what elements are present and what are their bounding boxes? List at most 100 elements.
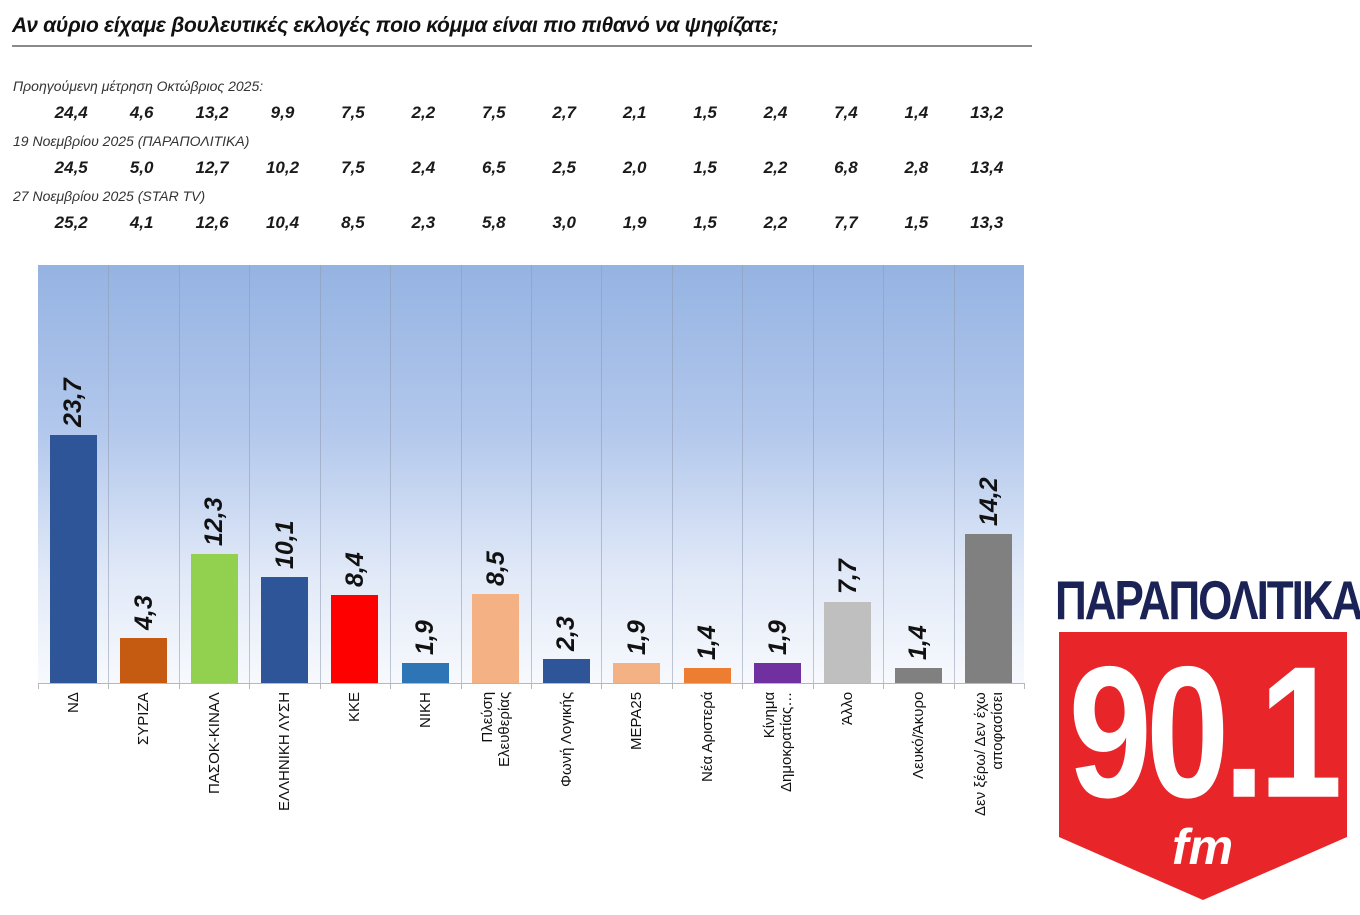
bar <box>754 663 801 683</box>
bar <box>894 668 942 683</box>
measurement-value: 2,2 <box>411 103 436 122</box>
measurement-values-row: 24,5 5,0 12,7 10,2 7,5 2,4 6,5 2,5 2,0 1,5 2,2 6,8 2… <box>0 158 1040 180</box>
measurement-value: 2,4 <box>411 158 436 177</box>
measurement-value: 1,5 <box>693 213 717 232</box>
category-label: Άλλο <box>839 691 857 725</box>
measurement-value: 13,2 <box>970 103 1004 122</box>
measurement-label: 19 Νοεμβρίου 2025 (ΠΑΡΑΠΟΛΙΤΙΚΑ) <box>13 133 250 149</box>
axis-tick <box>460 683 462 689</box>
axis-tick <box>531 683 532 689</box>
category-label: ΣΥΡΙΖΑ <box>135 692 153 745</box>
bar-value-label: 1,9 <box>763 620 792 656</box>
axis-tick <box>812 683 814 689</box>
axis-tick <box>742 683 744 689</box>
measurement-value: 4,1 <box>129 213 154 232</box>
bar-value-label: 7,7 <box>833 559 862 595</box>
logo-brand-text: ΠΑΡΑΠΟΛΙΤΙΚΑ <box>1055 570 1360 632</box>
category-separator <box>531 265 532 683</box>
axis-tick <box>601 683 603 689</box>
measurement-value: 2,3 <box>411 213 436 232</box>
chart-title: Αν αύριο είχαμε βουλευτικές εκλογές ποιο… <box>12 14 779 37</box>
measurement-value: 6,8 <box>834 158 858 177</box>
title-divider <box>12 45 1032 47</box>
axis-tick <box>883 683 885 689</box>
bar <box>120 637 168 683</box>
measurement-value: 12,6 <box>195 213 229 232</box>
category-label: ΜΕΡΑ25 <box>628 691 646 750</box>
category-label: Δεν ξέρω/ Δεν έχω αποφασίσει <box>971 692 1006 816</box>
bar <box>261 577 308 683</box>
bar-value-label: 8,4 <box>340 552 369 588</box>
measurement-value: 2,4 <box>763 103 788 122</box>
bar <box>824 602 872 683</box>
measurement-value: 5,8 <box>481 213 506 232</box>
category-separator <box>108 265 110 683</box>
bar-value-label: 23,7 <box>59 378 88 427</box>
bar <box>683 668 731 683</box>
measurement-label: Προηγούμενη μέτρηση Οκτώβριος 2025: <box>13 78 264 94</box>
axis-tick <box>390 683 392 689</box>
category-separator <box>742 265 744 683</box>
measurement-value: 10,2 <box>265 158 300 177</box>
measurement-value: 7,5 <box>341 158 365 177</box>
bar-value-label: 1,9 <box>411 620 440 656</box>
category-separator <box>812 265 814 683</box>
category-label: Πλεύση Ελευθερίας <box>478 691 513 767</box>
measurement-value: 10,4 <box>265 213 300 232</box>
bar-value-label: 14,2 <box>974 477 1003 527</box>
bar-value-label: 4,3 <box>129 595 158 630</box>
measurement-value: 2,0 <box>622 158 647 177</box>
measurement-value: 3,0 <box>552 213 577 232</box>
measurement-value: 13,2 <box>195 103 229 122</box>
measurement-value: 1,9 <box>622 213 647 232</box>
logo-frequency: 90.1 <box>1068 626 1343 837</box>
logo-shield-shape <box>1059 632 1347 900</box>
measurement-label: 27 Νοεμβρίου 2025 (STAR TV) <box>13 188 206 204</box>
measurement-value: 2,7 <box>552 103 577 122</box>
measurement-value: 2,2 <box>763 158 788 177</box>
measurement-value: 7,7 <box>834 213 858 232</box>
bar-value-label: 8,5 <box>481 551 510 586</box>
axis-tick <box>319 683 321 689</box>
measurement-value: 7,5 <box>481 103 506 122</box>
measurement-value: 2,8 <box>904 158 929 177</box>
measurement-value: 6,5 <box>481 158 506 177</box>
category-separator <box>671 265 673 683</box>
bar <box>965 534 1013 683</box>
category-separator <box>460 265 462 683</box>
category-separator <box>178 265 180 683</box>
measurement-value: 1,4 <box>904 103 929 122</box>
measurement-value: 4,6 <box>129 103 154 122</box>
bar-value-label: 12,3 <box>200 497 229 547</box>
measurement-value: 25,2 <box>54 213 88 232</box>
axis-tick <box>249 683 251 689</box>
measurement-value: 13,4 <box>970 158 1004 177</box>
category-separator <box>319 265 321 683</box>
axis-tick <box>38 683 39 689</box>
measurement-value: 9,9 <box>270 103 295 122</box>
parapolitika-logo: ΠΑΡΑΠΟΛΙΤΙΚΑ 90.1 fm <box>1055 570 1360 900</box>
measurement-value: 13,3 <box>970 213 1004 232</box>
bar-value-label: 10,1 <box>270 520 299 570</box>
measurement-value: 7,5 <box>341 103 365 122</box>
bar-value-label: 1,9 <box>622 620 651 656</box>
bar <box>49 434 97 683</box>
bar <box>401 663 449 683</box>
measurement-value: 1,5 <box>904 213 929 232</box>
measurement-value: 2,1 <box>622 103 647 122</box>
measurement-value: 1,5 <box>693 158 717 177</box>
measurement-values-row: 25,2 4,1 12,6 10,4 8,5 2,3 5,8 3,0 1,9 1,5 2,2 7,7 1… <box>0 213 1040 235</box>
bar <box>472 594 520 683</box>
measurement-value: 5,0 <box>129 158 154 177</box>
category-label: ΝΙΚΗ <box>416 692 434 728</box>
axis-tick <box>671 683 673 689</box>
measurement-value: 2,2 <box>763 213 788 232</box>
category-label: Λευκό/Άκυρο <box>909 691 927 779</box>
axis-tick <box>178 683 180 689</box>
measurement-value: 12,7 <box>195 158 229 177</box>
category-label: Κίνημα Δημοκρατίας… <box>760 691 795 792</box>
category-label: ΠΑΣΟΚ-ΚΙΝΑΛ <box>205 692 223 794</box>
measurement-value: 8,5 <box>341 213 365 232</box>
measurement-value: 1,5 <box>693 103 717 122</box>
bar <box>190 554 238 683</box>
